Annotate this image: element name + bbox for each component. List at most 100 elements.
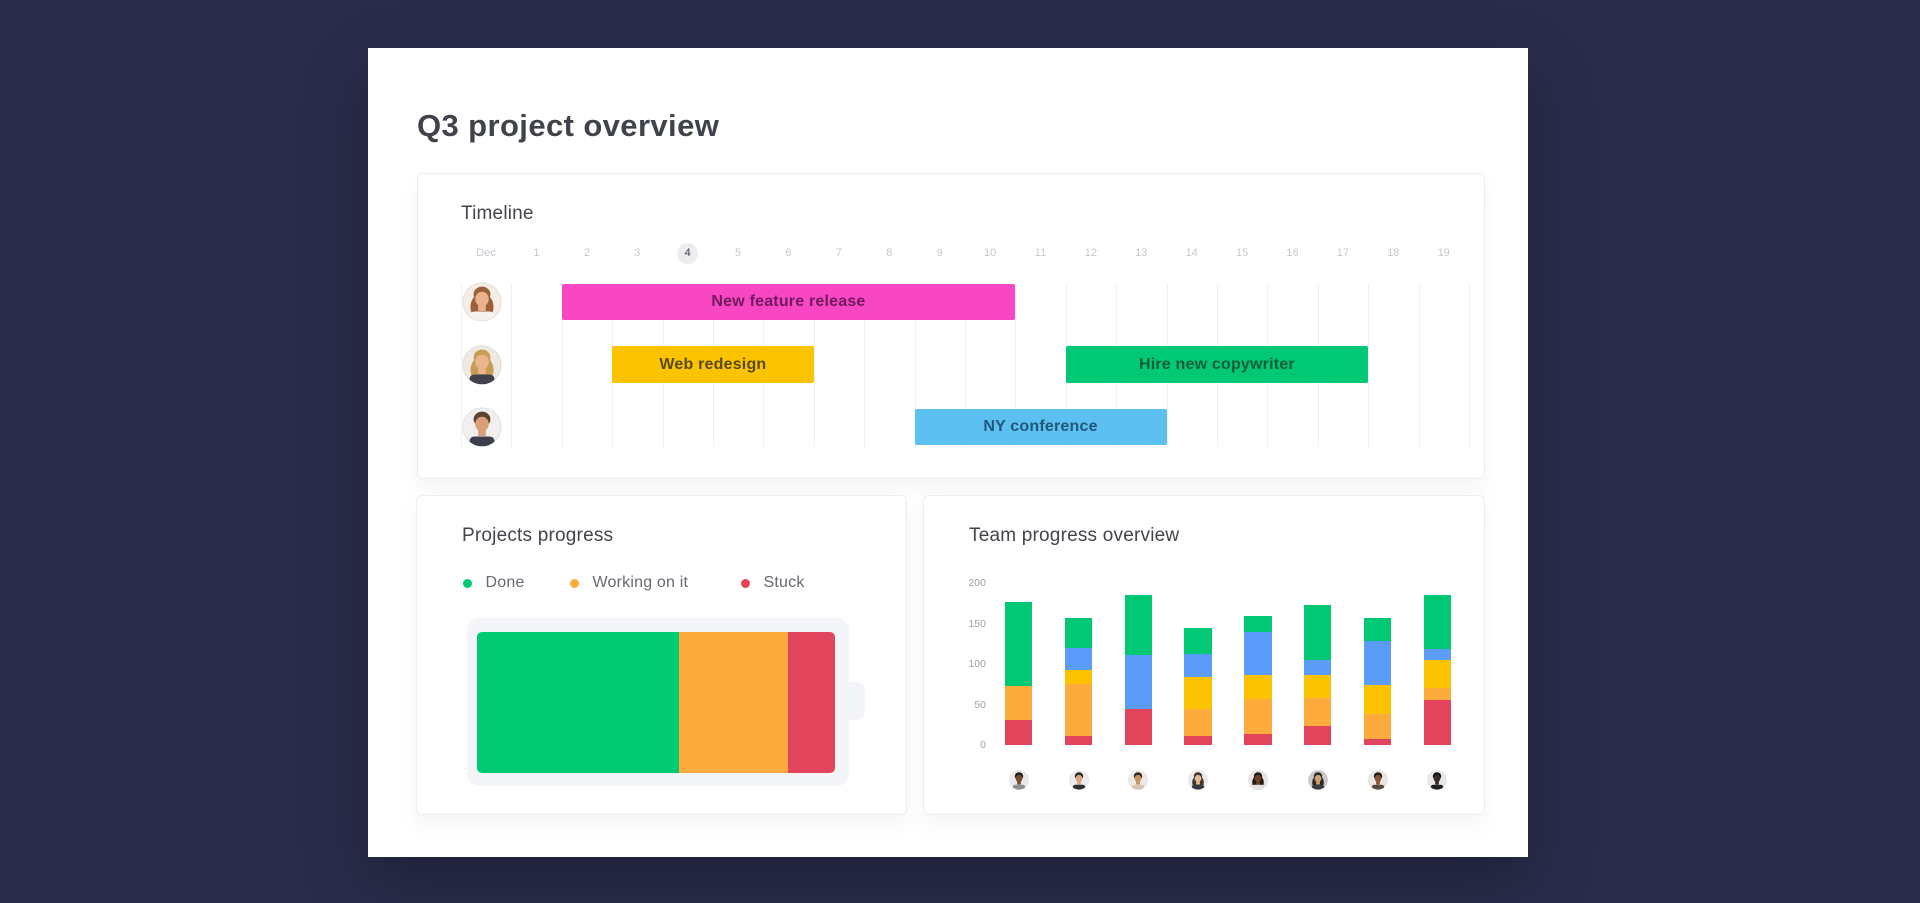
legend-dot-stuck [740,578,750,588]
timeline-axis-day-10: 10 [983,247,997,259]
avatar-man-beard-image [462,407,502,447]
team-bar-7-red[interactable] [1363,739,1392,745]
team-bar-3-green[interactable] [1124,595,1153,656]
avatar-woman-blonde-hair [462,344,502,385]
timeline-grid-line [511,284,513,447]
avatar-woman-hair-bun-image [1367,770,1388,790]
battery-segment-stuck[interactable] [788,632,835,773]
avatar-woman-gray-portrait-image [1307,770,1328,790]
avatar-man-dark-skin [1008,770,1029,790]
team-bar-1-orange[interactable] [1004,685,1033,720]
timeline-grid-line [1368,284,1370,447]
legend-item-working-on-it: Working on it [569,574,689,592]
projects-progress-legend: Done Working on it Stuck [417,570,906,596]
team-bar-4-yellow[interactable] [1184,676,1212,710]
legend-label: Done [485,574,525,591]
team-bar-4-blue[interactable] [1184,654,1212,677]
team-bar-7-green[interactable] [1363,617,1392,642]
battery-stacked-bar [477,632,835,773]
battery-segment-working-on-it[interactable] [679,632,789,773]
team-bar-7-yellow[interactable] [1363,685,1392,715]
timeline-bar-new-feature-release[interactable]: New feature release [561,283,1016,321]
timeline-axis-day-19: 19 [1437,247,1450,259]
avatar-woman-auburn-hair-image [462,282,502,322]
team-bar-8-yellow[interactable] [1423,659,1452,689]
timeline-grid-line [561,284,563,447]
team-bar-2-blue[interactable] [1064,647,1093,671]
timeline-axis-day-9: 9 [936,247,943,259]
dashboard-canvas: Q3 project overview Timeline Dec 1 2 3 4 5 6 7 8… [368,48,1528,857]
timeline-axis-day-1: 1 [533,247,540,259]
timeline-axis-day-5: 5 [735,247,742,259]
timeline-grid-line [964,284,966,447]
timeline-axis-day-18: 18 [1387,247,1400,259]
legend-dot-done [462,578,472,588]
timeline-axis-day-12: 12 [1084,247,1097,259]
team-bar-8-green[interactable] [1423,595,1452,650]
legend-item-stuck: Stuck [740,574,805,592]
team-bar-4-green[interactable] [1184,628,1212,655]
timeline-bar-web-redesign[interactable]: Web redesign [612,346,814,383]
timeline-axis-day-3: 3 [634,247,641,259]
projects-progress-chart-area: Done Working on it Stuck [417,496,906,814]
team-bar-8-orange[interactable] [1423,688,1452,701]
team-bar-6-orange[interactable] [1303,698,1332,727]
timeline-axis-day-13: 13 [1135,247,1148,259]
team-bar-3-red[interactable] [1124,709,1153,745]
team-bar-5-yellow[interactable] [1244,675,1272,699]
team-bar-5-blue[interactable] [1244,631,1272,676]
team-bar-6-yellow[interactable] [1303,674,1332,698]
team-chart-y-tick-100: 100 [968,658,986,670]
avatar-woman-auburn-hair [462,282,502,322]
avatar-man-dark-skin-image [1008,770,1029,790]
projects-progress-widget: Projects progress Done Working on it Stuck [416,495,907,815]
timeline-grid-line [914,284,916,447]
team-bar-2-green[interactable] [1064,617,1093,648]
timeline-axis-day-4: 4 [663,242,713,264]
timeline-grid-line [460,284,462,447]
timeline-axis-day-16: 16 [1286,247,1299,259]
team-bar-1-red[interactable] [1004,719,1033,745]
avatar-woman-short-hair-image [1128,770,1149,790]
team-bar-5-green[interactable] [1244,616,1272,632]
team-bar-8-red[interactable] [1423,700,1452,745]
timeline-grid-line [813,284,815,447]
avatar-woman-gray-portrait [1307,770,1328,790]
team-bar-7-orange[interactable] [1363,714,1392,740]
team-bar-6-green[interactable] [1303,604,1332,660]
timeline-axis-day-6: 6 [785,247,792,259]
timeline-axis-day-2: 2 [583,247,590,259]
timeline-grid-line [864,284,866,447]
avatar-woman-dark-skin [1248,770,1268,790]
team-bar-4-orange[interactable] [1184,709,1212,737]
team-bar-3-blue[interactable] [1124,655,1153,710]
team-bar-5-red[interactable] [1244,734,1272,745]
legend-item-done: Done [462,574,525,592]
team-bar-6-red[interactable] [1303,726,1332,745]
timeline-widget: Timeline Dec 1 2 3 4 5 6 7 8 9 10 11 12 13 14 15 16 17 18 1… [417,173,1485,479]
team-bar-7-blue[interactable] [1363,641,1392,686]
avatar-man-black-tshirt-image [1068,770,1089,790]
timeline-axis-day-7: 7 [835,247,842,259]
battery-nub [847,682,865,720]
team-bar-6-blue[interactable] [1303,659,1332,675]
legend-label: Stuck [763,574,805,591]
battery-segment-done[interactable] [477,632,680,773]
timeline-bar-hire-new-copywriter[interactable]: Hire new copywriter [1065,346,1369,383]
avatar-man-profile-image [1427,770,1448,790]
team-bar-8-blue[interactable] [1423,649,1452,660]
legend-label: Working on it [592,574,689,591]
team-bar-2-yellow[interactable] [1064,670,1093,685]
team-bar-5-orange[interactable] [1244,698,1272,735]
team-chart-y-tick-50: 50 [974,698,986,711]
team-bar-4-red[interactable] [1184,736,1212,745]
timeline-grid-line [1418,284,1420,447]
legend-dot-working-on-it [569,578,579,588]
team-bar-2-orange[interactable] [1064,684,1093,737]
timeline-axis-day-11: 11 [1034,247,1047,259]
team-bar-2-red[interactable] [1064,736,1093,745]
timeline-bar-ny-conference[interactable]: NY conference [914,408,1167,446]
team-bar-1-green[interactable] [1004,601,1033,686]
team-progress-chart-area: 0 50 100 150 200 [924,496,1484,814]
